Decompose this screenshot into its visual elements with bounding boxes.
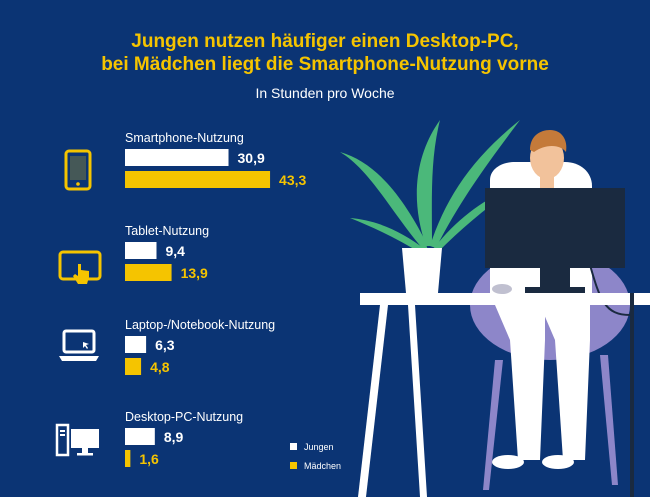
- smartphone-icon: [64, 149, 92, 191]
- bar-jungen-desktop-pc-nutzung: [125, 428, 155, 445]
- value-label-maedchen-smartphone-nutzung: 43,3: [279, 172, 306, 188]
- value-label-jungen-smartphone-nutzung: 30,9: [238, 150, 265, 166]
- bar-maedchen-smartphone-nutzung: [125, 171, 271, 188]
- tablet-icon: [58, 250, 102, 284]
- legend: Jungen Mädchen: [290, 440, 341, 478]
- value-label-maedchen-laptop-notebook-nutzung: 4,8: [150, 359, 170, 375]
- value-label-jungen-tablet-nutzung: 9,4: [165, 243, 185, 259]
- legend-item-jungen: Jungen: [290, 440, 341, 453]
- bar-jungen-laptop-notebook-nutzung: [125, 336, 147, 353]
- title-line-2: bei Mädchen liegt die Smartphone-Nutzung…: [101, 54, 549, 75]
- bar-maedchen-tablet-nutzung: [125, 264, 172, 281]
- laptop-icon: [59, 329, 99, 361]
- legend-swatch-jungen: [290, 443, 297, 450]
- bar-jungen-tablet-nutzung: [125, 242, 157, 259]
- category-label-desktop-pc-nutzung: Desktop-PC-Nutzung: [125, 410, 243, 424]
- chart-subtitle: In Stunden pro Woche: [255, 85, 395, 101]
- desktop-pc-icon: [55, 423, 99, 457]
- category-label-smartphone-nutzung: Smartphone-Nutzung: [125, 131, 244, 145]
- value-label-maedchen-tablet-nutzung: 13,9: [181, 265, 208, 281]
- bar-maedchen-laptop-notebook-nutzung: [125, 358, 142, 375]
- bar-maedchen-desktop-pc-nutzung: [125, 450, 131, 467]
- category-label-tablet-nutzung: Tablet-Nutzung: [125, 224, 209, 238]
- legend-label-jungen: Jungen: [304, 441, 334, 452]
- legend-item-maedchen: Mädchen: [290, 459, 341, 472]
- value-label-jungen-laptop-notebook-nutzung: 6,3: [155, 337, 175, 353]
- plant-icon: [340, 120, 525, 254]
- legend-swatch-maedchen: [290, 462, 297, 469]
- title-line-1: Jungen nutzen häufiger einen Desktop-PC,: [131, 31, 519, 52]
- legend-label-maedchen: Mädchen: [304, 460, 342, 471]
- value-label-maedchen-desktop-pc-nutzung: 1,6: [139, 451, 159, 467]
- person-at-desk-illustration: [340, 120, 650, 497]
- value-label-jungen-desktop-pc-nutzung: 8,9: [164, 429, 184, 445]
- category-label-laptop-notebook-nutzung: Laptop-/Notebook-Nutzung: [125, 318, 275, 332]
- bar-jungen-smartphone-nutzung: [125, 149, 229, 166]
- chart-title: Jungen nutzen häufiger einen Desktop-PC,…: [0, 30, 650, 76]
